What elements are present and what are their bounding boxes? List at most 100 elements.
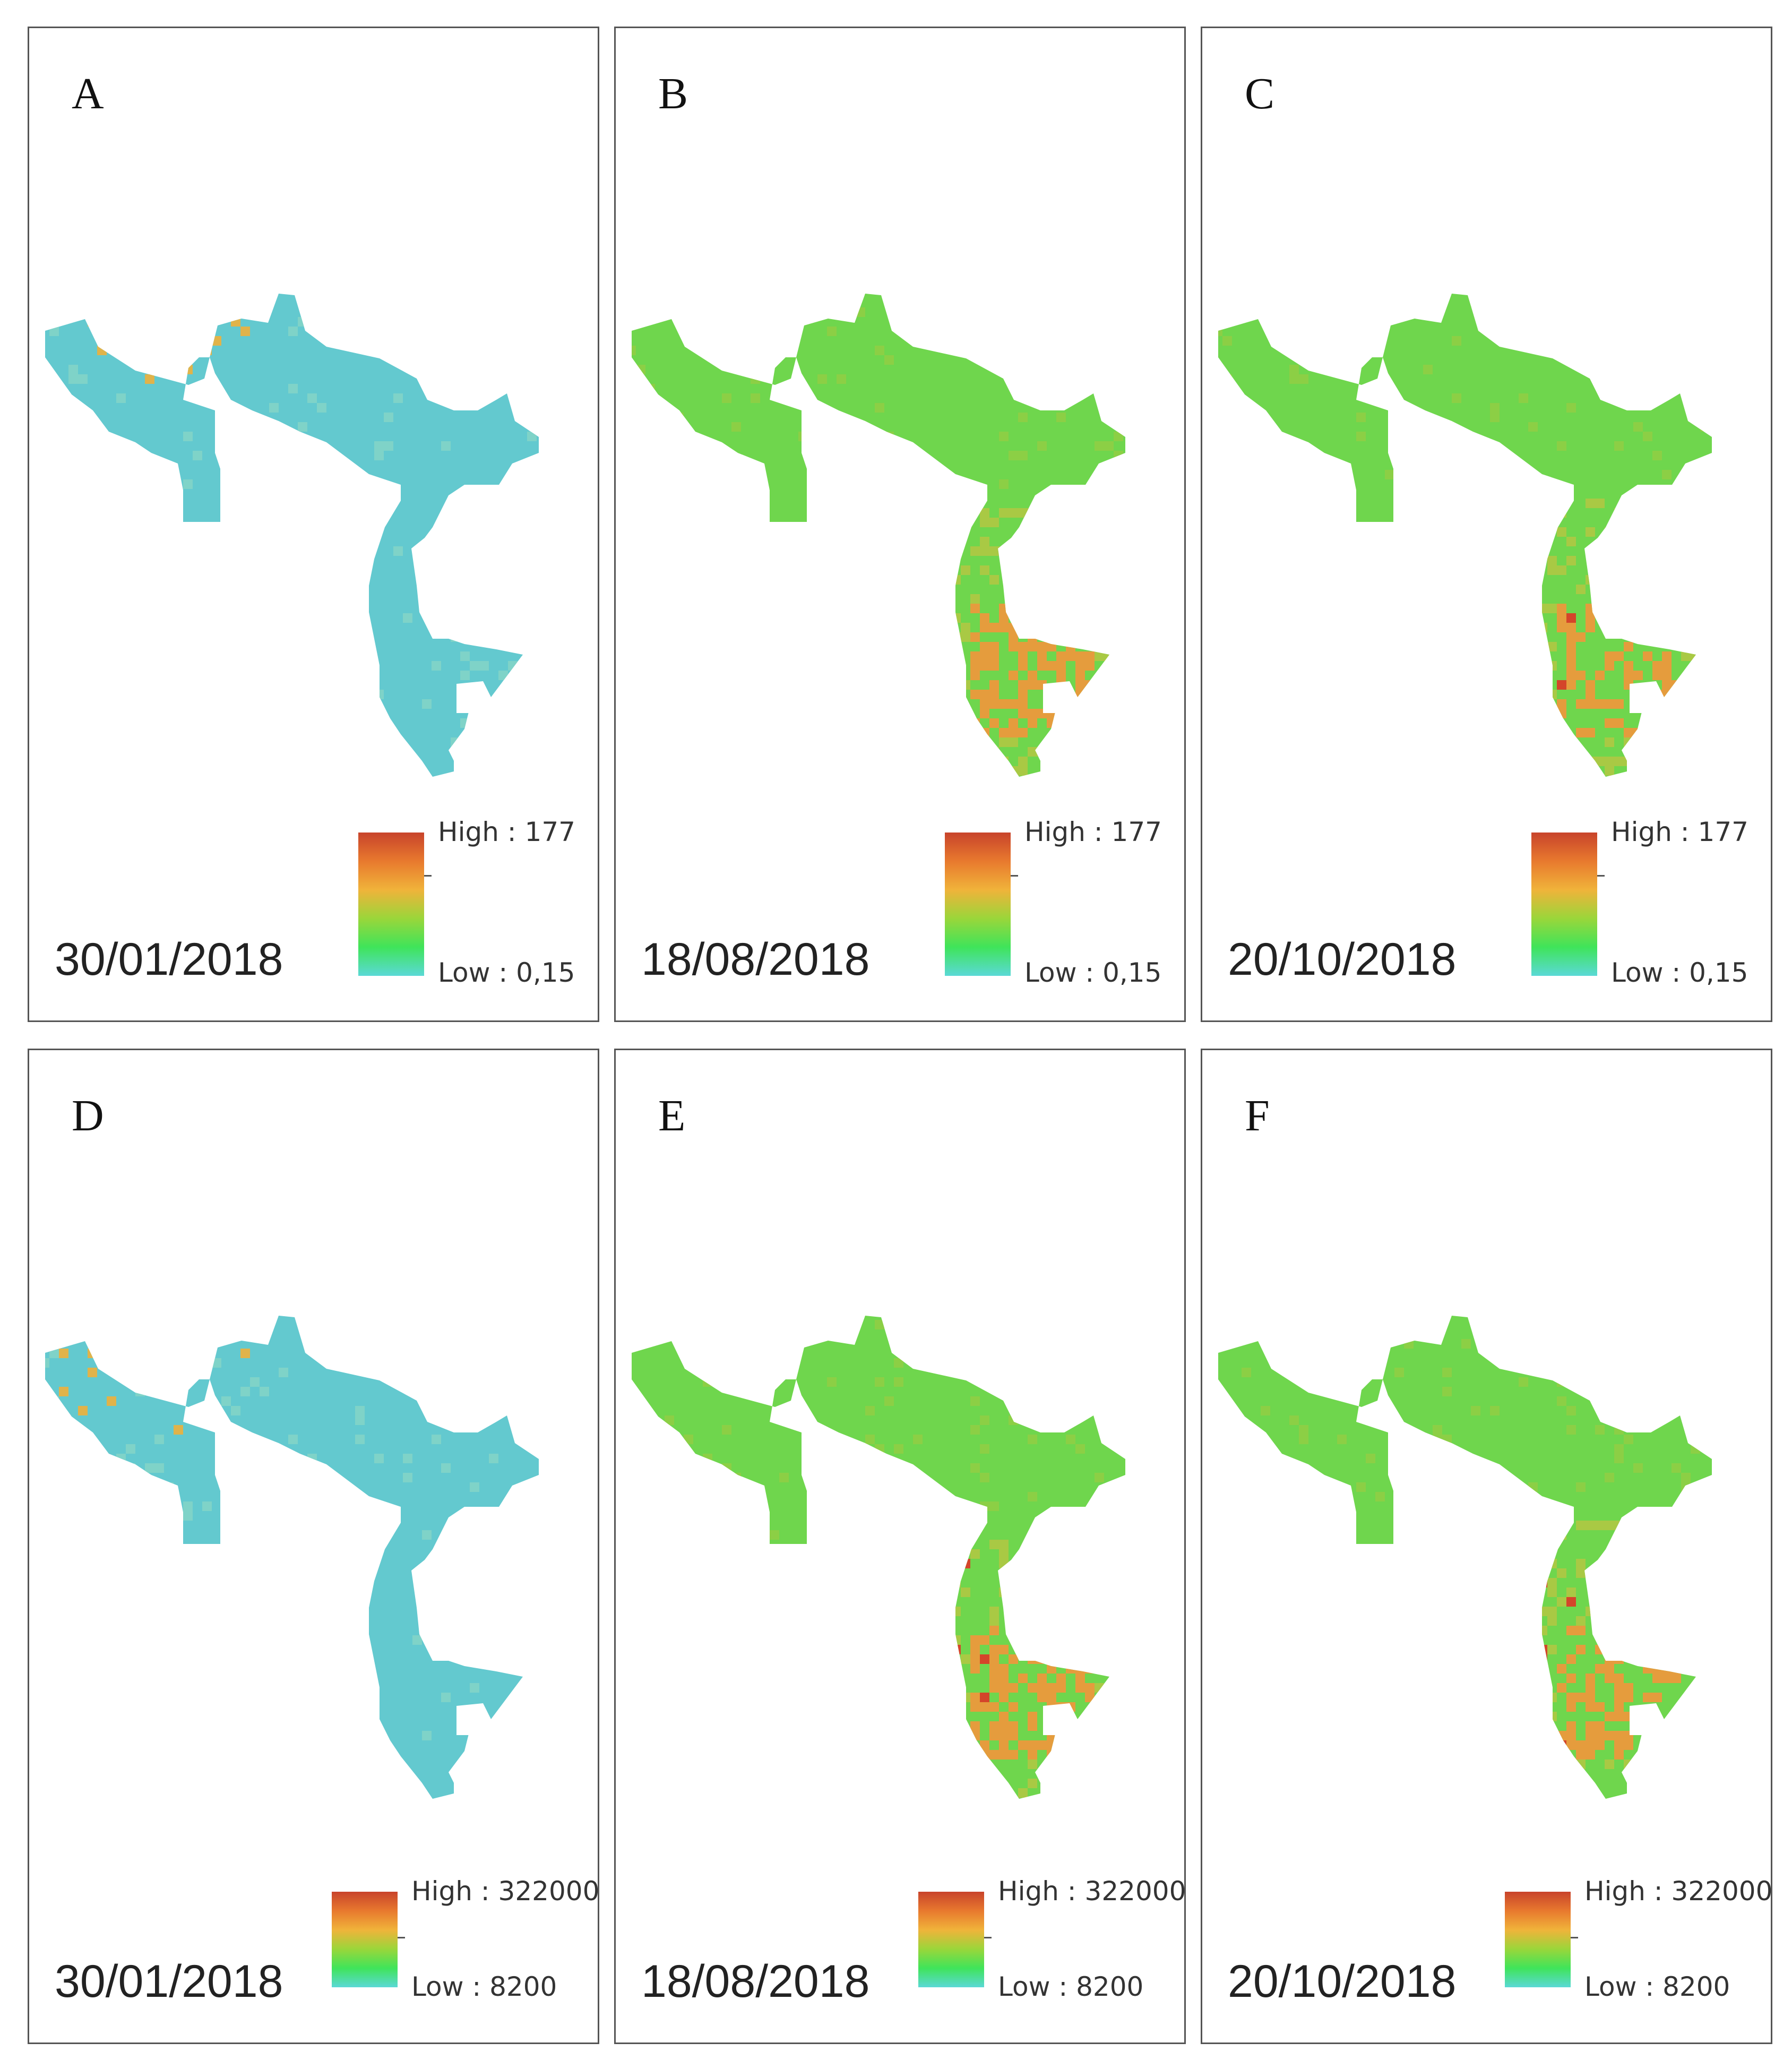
raster-cell [1633,1760,1643,1769]
raster-cell [1643,384,1652,393]
raster-cell [1056,661,1066,671]
raster-cell [1605,1521,1614,1530]
raster-cell [1095,1540,1104,1549]
raster-cell [1710,1740,1712,1750]
raster-cell [770,1316,779,1320]
raster-cell [1605,699,1614,709]
raster-cell [1009,1654,1018,1664]
raster-cell [1519,298,1528,307]
legend-tick [1011,875,1018,877]
raster-cell [1662,737,1672,747]
raster-cell [527,709,537,718]
raster-cell [989,575,999,585]
raster-cell [989,1683,999,1693]
raster-cell [1519,1377,1528,1387]
raster-cell [412,298,422,307]
raster-cell [1066,651,1075,661]
raster-cell [479,1750,489,1760]
raster-cell [154,623,164,632]
legend-high-label: High : 322000 [411,1876,600,1907]
raster-cell [1643,336,1652,346]
raster-cell [961,680,970,690]
raster-cell [307,508,317,518]
raster-cell [1710,1530,1712,1540]
raster-cell [1232,393,1242,403]
raster-cell [1394,1473,1404,1482]
raster-cell [1047,499,1056,508]
raster-cell [1490,1540,1500,1549]
raster-cell [193,451,202,460]
raster-cell [231,317,240,327]
raster-cell [1251,1473,1261,1482]
raster-cell [980,1444,989,1454]
raster-cell [1009,1607,1018,1616]
raster-cell [1500,776,1509,777]
raster-cell [1480,1788,1490,1798]
raster-cell [999,1587,1009,1597]
raster-cell [1557,1683,1566,1693]
raster-cell [1442,1435,1452,1444]
raster-cell [1261,1473,1270,1482]
raster-cell [1066,1578,1075,1587]
raster-cell [1595,499,1605,508]
raster-cell [1037,651,1047,661]
raster-cell [1662,1779,1672,1788]
raster-cell [1028,1760,1037,1769]
raster-cell [837,1693,846,1702]
raster-cell [980,1702,989,1712]
raster-cell [1538,1607,1547,1616]
raster-cell [346,489,355,499]
raster-cell [537,327,539,336]
raster-cell [1066,1521,1075,1530]
raster-cell [49,1349,59,1358]
raster-cell [1037,1626,1047,1635]
raster-cell [537,1693,539,1702]
raster-cell [1691,1568,1700,1578]
raster-cell [1509,1339,1519,1349]
raster-cell [479,1415,489,1425]
raster-cell [970,1645,980,1654]
raster-cell [240,1349,250,1358]
raster-cell [1500,1349,1509,1358]
raster-cell [731,422,741,432]
raster-cell [1624,1740,1633,1750]
raster-cell [932,1316,942,1320]
raster-cell [1643,1664,1652,1674]
raster-cell [1375,1492,1385,1501]
raster-cell [1085,1530,1095,1540]
raster-cell [1442,537,1452,546]
legend-color-ramp [945,833,1011,976]
raster-cell [1028,718,1037,728]
raster-cell [837,1597,846,1607]
raster-cell [1566,1721,1576,1731]
raster-cell [49,327,59,336]
raster-cell [1018,709,1028,718]
raster-cell [903,1635,913,1645]
raster-cell [1337,479,1347,489]
legend-tick [398,1937,405,1938]
raster-cell [240,527,250,537]
raster-cell [1251,651,1261,661]
raster-cell [1652,1760,1662,1769]
raster-cell [1123,671,1125,680]
raster-cell [1009,1683,1018,1693]
raster-cell [1691,1626,1700,1635]
raster-cell [412,766,422,776]
raster-cell [1318,1769,1328,1779]
raster-cell [1232,680,1242,690]
raster-cell [970,1425,980,1435]
raster-cell [240,327,250,336]
raster-cell [1018,1645,1028,1654]
raster-cell [1037,1674,1047,1683]
raster-cell [1710,1540,1712,1549]
raster-cell [88,546,97,556]
raster-cell [1672,1654,1681,1664]
raster-cell [970,651,980,661]
raster-cell [837,374,846,384]
raster-cell [1461,1788,1471,1798]
raster-cell [1047,1626,1056,1635]
raster-cell [1547,1587,1557,1597]
raster-cell [1538,1654,1547,1664]
raster-cell [1433,422,1442,432]
raster-cell [1047,527,1056,537]
